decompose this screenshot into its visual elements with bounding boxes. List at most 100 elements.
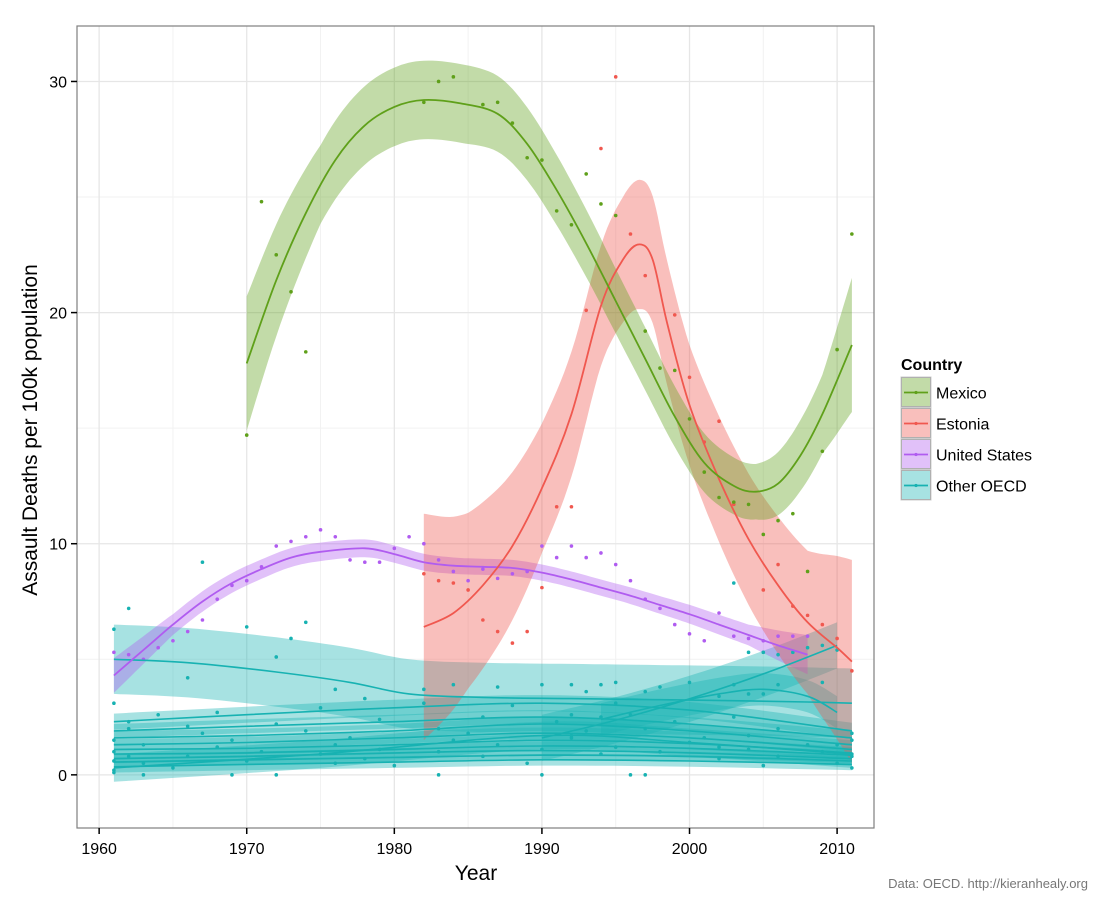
point-other-oecd (540, 682, 544, 687)
point-other-oecd (731, 715, 736, 719)
point-united-states (569, 544, 574, 548)
point-united-states (628, 578, 633, 583)
point-estonia (776, 562, 780, 567)
point-united-states (584, 555, 588, 560)
point-other-oecd (613, 680, 618, 685)
point-mexico (244, 433, 249, 437)
point-other-oecd (746, 650, 751, 655)
point-mexico (422, 100, 426, 105)
x-axis-title: Year (455, 862, 497, 885)
point-other-oecd (392, 763, 397, 768)
point-other-oecd (613, 701, 618, 705)
point-other-oecd (731, 581, 736, 585)
point-other-oecd (303, 729, 308, 733)
point-other-oecd (422, 701, 426, 705)
point-other-oecd (436, 773, 441, 777)
point-mexico (731, 500, 736, 504)
point-other-oecd (761, 763, 766, 768)
point-united-states (746, 636, 751, 641)
point-other-oecd (569, 712, 574, 717)
point-united-states (200, 618, 205, 622)
point-united-states (540, 544, 544, 548)
point-other-oecd (215, 710, 220, 715)
point-other-oecd (850, 731, 854, 736)
caption: Data: OECD. http://kieranhealy.org (888, 876, 1088, 891)
point-estonia (569, 504, 574, 509)
smooth-line-other-oecd (113, 749, 852, 760)
point-other-oecd (717, 694, 721, 699)
point-other-oecd (451, 682, 456, 687)
point-united-states (289, 539, 293, 544)
x-axis: 1960 1970 1980 1990 2000 2010 (81, 828, 855, 858)
point-mexico (554, 209, 559, 213)
point-other-oecd (820, 680, 825, 685)
point-other-oecd (643, 689, 648, 694)
point-estonia (628, 232, 633, 236)
point-united-states (613, 562, 618, 567)
point-estonia (717, 419, 721, 424)
x-tick-label: 1960 (81, 841, 117, 858)
point-estonia (510, 641, 515, 645)
legend-item-united-states: United States (900, 438, 1032, 470)
point-other-oecd (776, 726, 780, 731)
point-united-states (510, 571, 515, 576)
point-united-states (554, 555, 559, 560)
point-other-oecd (230, 738, 234, 742)
point-mexico (805, 569, 810, 574)
point-united-states (112, 650, 116, 655)
point-other-oecd (525, 761, 529, 766)
point-estonia (850, 669, 854, 673)
point-mexico (599, 202, 603, 206)
point-mexico (776, 518, 780, 523)
point-estonia (554, 504, 559, 509)
point-mexico (702, 470, 707, 474)
point-other-oecd (746, 692, 751, 696)
point-united-states (495, 576, 500, 581)
x-tick-label: 1970 (229, 841, 265, 858)
point-united-states (731, 634, 736, 638)
ribbon-other-oecd (113, 727, 852, 756)
point-other-oecd (495, 685, 500, 689)
smooth-line-other-oecd (113, 745, 852, 756)
smooth-line-other-oecd (113, 734, 852, 769)
point-estonia (643, 273, 648, 278)
ribbon-united-states (113, 539, 808, 693)
smooth-line-united-states (113, 547, 808, 677)
legend-item-other-oecd: Other OECD (900, 469, 1027, 501)
point-mexico (481, 102, 485, 107)
major-gridlines (77, 26, 874, 828)
legend-key-point (914, 452, 918, 457)
plot-panel (77, 26, 874, 828)
smooth-line-other-oecd (113, 658, 852, 704)
point-united-states (244, 578, 249, 583)
point-united-states (274, 544, 279, 548)
point-united-states (717, 611, 721, 615)
point-other-oecd (333, 687, 338, 692)
point-other-oecd (200, 560, 205, 565)
point-mexico (436, 79, 441, 84)
point-united-states (702, 638, 707, 643)
point-estonia (436, 578, 441, 583)
smooth-lines (113, 98, 853, 769)
smooth-line-estonia (423, 243, 853, 663)
point-other-oecd (599, 682, 603, 687)
point-united-states (303, 534, 308, 539)
ribbon-estonia (423, 179, 852, 764)
point-other-oecd (171, 766, 175, 770)
point-other-oecd (584, 729, 588, 733)
point-other-oecd (687, 680, 692, 685)
point-other-oecd (554, 719, 559, 724)
point-estonia (805, 613, 810, 618)
point-united-states (392, 546, 397, 551)
point-united-states (126, 652, 131, 657)
point-estonia (613, 75, 618, 79)
point-mexico (274, 253, 279, 257)
point-estonia (584, 308, 588, 313)
point-united-states (791, 634, 795, 638)
point-mexico (569, 222, 574, 227)
point-other-oecd (761, 650, 766, 655)
point-other-oecd (318, 706, 323, 710)
point-united-states (687, 632, 692, 636)
point-united-states (156, 645, 160, 650)
point-united-states (466, 578, 470, 583)
